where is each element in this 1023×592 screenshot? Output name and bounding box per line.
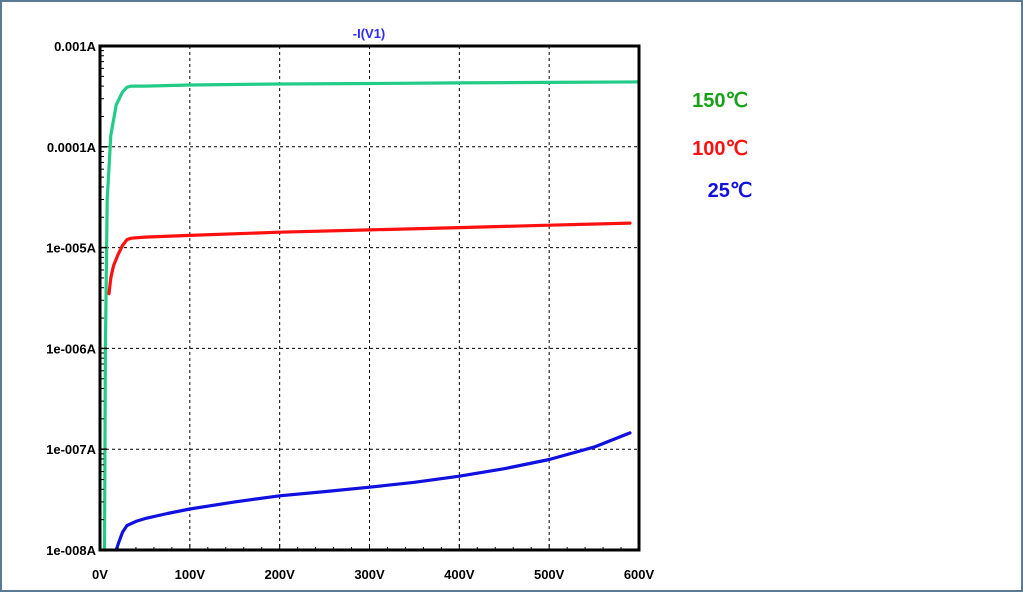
legend-label-0: 150℃ [692,90,748,112]
grid-lines [100,46,639,550]
x-tick-label: 600V [624,567,655,582]
x-tick-label: 400V [444,567,475,582]
x-tick-label: 300V [354,567,385,582]
x-tick-label: 500V [534,567,565,582]
y-tick-label: 1e-006A [46,341,96,356]
chart-title[interactable]: -I(V1) [353,26,386,41]
y-tick-label: 1e-008A [46,543,96,558]
y-tick-label: 0.0001A [47,140,97,155]
series-line-0 [102,80,641,552]
y-tick-label: 1e-005A [46,241,96,256]
series-line-2 [114,431,632,552]
y-tick-label: 1e-007A [46,442,96,457]
legend-label-2: 25℃ [708,180,753,202]
series-lines [102,80,641,552]
x-tick-label: 100V [175,567,206,582]
tick-labels: 0V 100V 200V 300V 400V 500V 600V 0.001A 0.0001A 1… [46,39,654,582]
series-line-1 [107,221,632,296]
legend-label-1: 100℃ [692,138,748,160]
legend: 150℃ 100℃ 25℃ [692,90,752,202]
x-tick-label: 200V [264,567,295,582]
y-tick-label: 0.001A [54,39,97,54]
x-tick-label: 0V [92,567,108,582]
axis-ticks [99,45,640,551]
